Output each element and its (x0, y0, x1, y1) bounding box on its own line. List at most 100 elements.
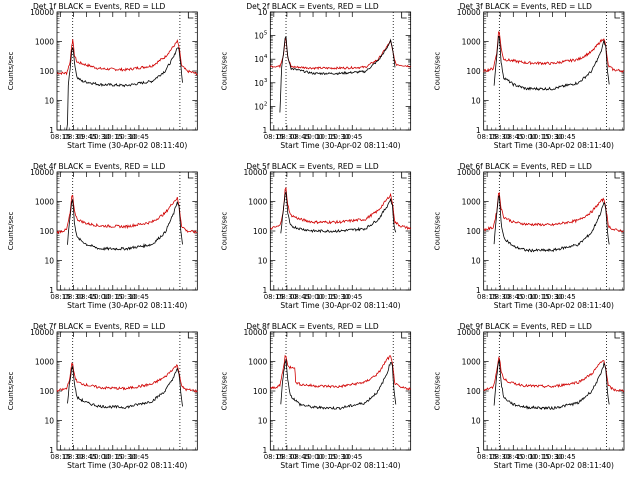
detector-panel-3: Det 3f BLACK = Events, RED = LLD 1 10 100 10… (434, 2, 625, 150)
panel-title: Det 1f BLACK = Events, RED = LLD (33, 2, 166, 11)
x-tick-label: 08:45 (503, 133, 523, 141)
y-tick-label: 102 (254, 101, 267, 111)
x-tick-label: 10:15 (316, 133, 336, 141)
events-series-line (280, 359, 397, 410)
x-tick-label: 10:30 (329, 453, 349, 461)
y-tick-label: 1 (49, 126, 54, 135)
x-tick-label: 10:15 (316, 453, 336, 461)
x-tick-label: 10:45 (129, 133, 149, 141)
y-tick-label: 1000 (462, 198, 481, 207)
y-tick-label: 10 (258, 257, 268, 266)
y-tick-label: 1 (49, 446, 54, 455)
x-axis-label: Start Time (30-Apr-02 08:11:40) (67, 301, 187, 310)
panel-title: Det 3f BLACK = Events, RED = LLD (460, 2, 593, 11)
y-tick-label: 10000 (243, 328, 267, 337)
x-tick-label: 10:30 (542, 453, 562, 461)
detector-panel-1: Det 1f BLACK = Events, RED = LLD 1 10 100 10… (7, 2, 198, 150)
y-tick-label: 10000 (30, 328, 54, 337)
y-tick-label: 100 (40, 227, 55, 236)
x-axis-label: Start Time (30-Apr-02 08:11:40) (494, 301, 614, 310)
x-tick-label: 10:45 (555, 133, 575, 141)
x-tick-label: 08:45 (77, 453, 97, 461)
x-tick-label: 08:15 (50, 293, 70, 301)
x-tick-label: 10:30 (116, 293, 136, 301)
y-tick-label: 100 (40, 67, 55, 76)
lld-series-line (56, 39, 198, 76)
y-tick-label: 1 (476, 446, 481, 455)
x-tick-label: 10:00 (303, 293, 323, 301)
x-tick-label: 08:15 (477, 133, 497, 141)
corner-marker (401, 332, 407, 339)
lld-series-line (483, 356, 625, 393)
events-series-line (493, 194, 610, 253)
detector-panel-6: Det 6f BLACK = Events, RED = LLD 1 10 100 10… (434, 162, 625, 310)
lld-series-line (56, 194, 198, 235)
y-tick-label: 10000 (457, 8, 481, 17)
x-tick-label: 10:15 (103, 133, 123, 141)
y-axis-label: Counts/sec (220, 52, 228, 91)
events-series-line (66, 47, 183, 131)
y-tick-label: 100 (466, 387, 481, 396)
x-tick-label: 08:45 (503, 453, 523, 461)
lld-series-line (270, 354, 411, 391)
x-tick-label: 10:00 (303, 453, 323, 461)
y-tick-label: 1000 (35, 38, 54, 47)
y-tick-label: 10000 (30, 8, 54, 17)
x-tick-label: 10:45 (129, 293, 149, 301)
y-axis-label: Counts/sec (434, 372, 442, 411)
detector-panel-5: Det 5f BLACK = Events, RED = LLD 1 10 100 10… (220, 162, 412, 310)
y-tick-label: 10 (44, 97, 54, 106)
y-tick-label: 104 (254, 54, 268, 64)
x-tick-label: 08:15 (50, 453, 70, 461)
x-tick-label: 08:15 (264, 133, 284, 141)
x-tick-label: 10:30 (542, 293, 562, 301)
x-tick-label: 10:00 (90, 293, 110, 301)
y-tick-label: 105 (254, 31, 268, 41)
y-axis-label: Counts/sec (7, 52, 15, 91)
x-axis-label: Start Time (30-Apr-02 08:11:40) (494, 141, 614, 150)
x-axis-label: Start Time (30-Apr-02 08:11:40) (280, 461, 400, 470)
x-tick-label: 08:30 (490, 133, 510, 141)
y-tick-label: 10 (471, 97, 481, 106)
events-series-line (67, 365, 183, 410)
y-tick-label: 100 (466, 67, 481, 76)
y-tick-label: 1000 (462, 358, 481, 367)
plot-frame (56, 11, 198, 131)
y-tick-label: 1 (476, 286, 481, 295)
y-tick-label: 10 (471, 417, 481, 426)
lld-series-line (269, 186, 411, 231)
x-tick-label: 08:30 (63, 293, 83, 301)
corner-marker (401, 172, 407, 179)
x-tick-label: 08:45 (290, 293, 310, 301)
x-tick-label: 10:30 (116, 453, 136, 461)
panel-title: Det 2f BLACK = Events, RED = LLD (246, 2, 379, 11)
x-tick-label: 08:45 (290, 453, 310, 461)
x-tick-label: 08:45 (503, 293, 523, 301)
lld-series-line (269, 37, 411, 71)
x-axis-label: Start Time (30-Apr-02 08:11:40) (280, 141, 400, 150)
x-tick-label: 10:45 (342, 293, 362, 301)
corner-marker (187, 332, 194, 339)
y-tick-label: 1 (476, 126, 481, 135)
corner-marker (401, 12, 407, 19)
x-tick-label: 10:45 (342, 133, 362, 141)
corner-marker (187, 172, 194, 179)
y-tick-label: 100 (253, 227, 268, 236)
x-tick-label: 10:45 (555, 293, 575, 301)
x-tick-label: 09:45 (77, 133, 97, 141)
y-axis-label: Counts/sec (434, 212, 442, 251)
y-tick-label: 1000 (35, 198, 54, 207)
x-tick-label: 08:45 (290, 133, 310, 141)
x-tick-label: 10:30 (542, 133, 562, 141)
events-series-line (67, 198, 183, 251)
y-tick-label: 1 (263, 286, 268, 295)
x-tick-label: 08:15 (264, 453, 284, 461)
x-tick-label: 08:15 (264, 293, 284, 301)
x-tick-label: 10:00 (303, 133, 323, 141)
corner-marker (614, 172, 620, 179)
y-tick-label: 10 (258, 8, 268, 17)
y-axis-label: Counts/sec (434, 52, 442, 91)
x-tick-label: 10:45 (342, 453, 362, 461)
x-tick-label: 10:15 (529, 453, 549, 461)
